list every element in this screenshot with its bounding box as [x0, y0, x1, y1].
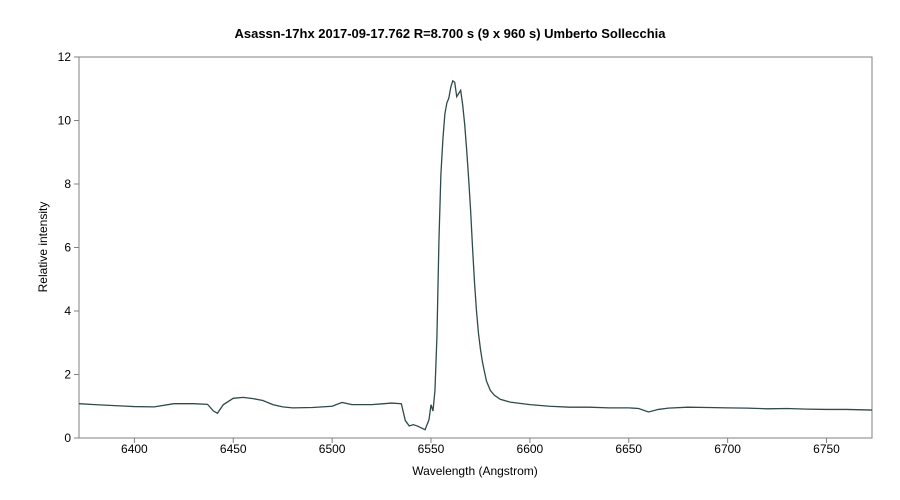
- series-line: [78, 79, 873, 431]
- x-tick-label: 6650: [615, 442, 642, 456]
- plot-area: 0 2 4 6 8 10 12 6400 6450 6500 6550 6600 6650 6700 67…: [58, 50, 873, 456]
- y-tick-label: 10: [58, 114, 72, 128]
- y-tick-label: 2: [64, 368, 71, 382]
- x-tick-label: 6550: [418, 442, 445, 456]
- x-tick-label: 6450: [220, 442, 247, 456]
- y-axis: 0 2 4 6 8 10 12: [58, 50, 79, 445]
- y-axis-label: Relative intensity: [36, 202, 50, 293]
- y-tick-label: 12: [58, 50, 72, 64]
- x-tick-label: 6500: [319, 442, 346, 456]
- x-tick-label: 6700: [714, 442, 741, 456]
- x-axis-label: Wavelength (Angstrom): [412, 464, 538, 478]
- x-tick-label: 6400: [121, 442, 148, 456]
- x-tick-label: 6600: [517, 442, 544, 456]
- plot-frame: [78, 56, 873, 439]
- x-tick-label: 6750: [813, 442, 840, 456]
- chart-title: Asassn-17hx 2017-09-17.762 R=8.700 s (9 …: [234, 26, 666, 41]
- y-tick-label: 8: [64, 177, 71, 191]
- y-tick-label: 4: [64, 304, 71, 318]
- y-tick-label: 0: [64, 431, 71, 445]
- x-axis: 6400 6450 6500 6550 6600 6650 6700 6750: [121, 438, 840, 456]
- y-tick-label: 6: [64, 241, 71, 255]
